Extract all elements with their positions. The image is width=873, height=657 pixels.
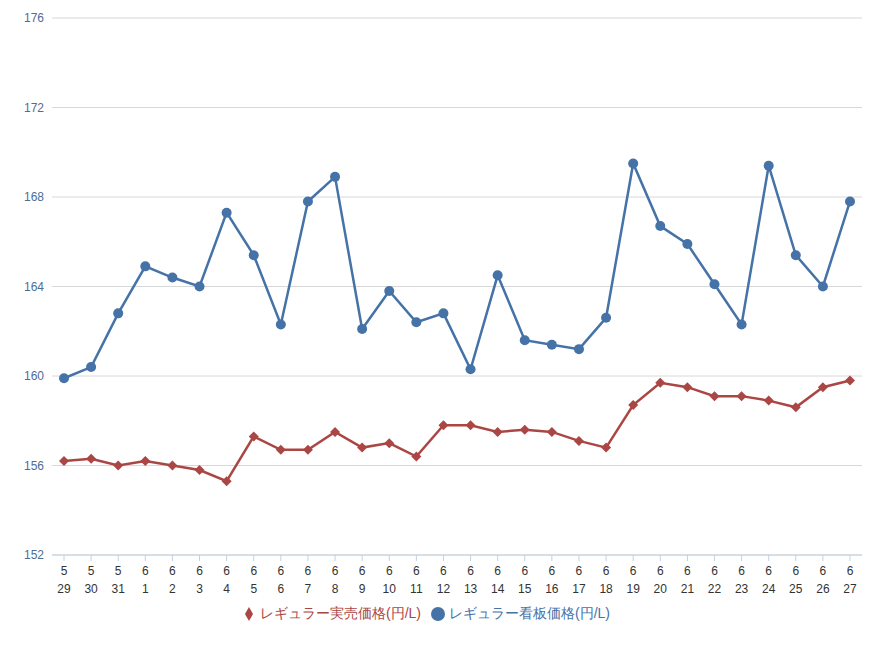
svg-text:17: 17 <box>572 582 586 596</box>
svg-text:152: 152 <box>24 548 44 562</box>
svg-text:6: 6 <box>169 564 176 578</box>
svg-text:24: 24 <box>762 582 776 596</box>
svg-text:6: 6 <box>250 564 257 578</box>
svg-text:31: 31 <box>112 582 126 596</box>
svg-text:12: 12 <box>437 582 451 596</box>
svg-text:19: 19 <box>626 582 640 596</box>
svg-text:5: 5 <box>61 564 68 578</box>
svg-text:29: 29 <box>57 582 71 596</box>
svg-text:6: 6 <box>142 564 149 578</box>
svg-text:27: 27 <box>843 582 857 596</box>
svg-text:22: 22 <box>708 582 722 596</box>
svg-text:6: 6 <box>305 564 312 578</box>
svg-text:6: 6 <box>521 564 528 578</box>
svg-text:13: 13 <box>464 582 478 596</box>
svg-text:6: 6 <box>332 564 339 578</box>
svg-text:16: 16 <box>545 582 559 596</box>
svg-text:26: 26 <box>816 582 830 596</box>
svg-text:6: 6 <box>277 564 284 578</box>
svg-text:6: 6 <box>847 564 854 578</box>
svg-text:2: 2 <box>169 582 176 596</box>
svg-text:168: 168 <box>24 190 44 204</box>
svg-text:7: 7 <box>305 582 312 596</box>
svg-text:10: 10 <box>383 582 397 596</box>
svg-text:6: 6 <box>359 564 366 578</box>
svg-text:5: 5 <box>115 564 122 578</box>
svg-text:14: 14 <box>491 582 505 596</box>
svg-text:6: 6 <box>630 564 637 578</box>
svg-text:20: 20 <box>654 582 668 596</box>
svg-text:6: 6 <box>549 564 556 578</box>
svg-text:6: 6 <box>792 564 799 578</box>
html-text:レギュラー看板価格(円/L): レギュラー看板価格(円/L) <box>449 605 610 621</box>
svg-text:176: 176 <box>24 11 44 25</box>
svg-text:6: 6 <box>223 564 230 578</box>
svg-text:6: 6 <box>386 564 393 578</box>
svg-text:25: 25 <box>789 582 803 596</box>
svg-text:11: 11 <box>410 582 423 596</box>
svg-text:6: 6 <box>738 564 745 578</box>
svg-text:4: 4 <box>223 582 230 596</box>
svg-text:6: 6 <box>413 564 420 578</box>
svg-text:5: 5 <box>88 564 95 578</box>
svg-text:6: 6 <box>467 564 474 578</box>
svg-text:6: 6 <box>684 564 691 578</box>
svg-text:15: 15 <box>518 582 532 596</box>
svg-text:18: 18 <box>599 582 613 596</box>
svg-text:8: 8 <box>332 582 339 596</box>
svg-text:172: 172 <box>24 101 44 115</box>
svg-text:6: 6 <box>711 564 718 578</box>
svg-text:6: 6 <box>494 564 501 578</box>
svg-text:21: 21 <box>681 582 695 596</box>
svg-text:6: 6 <box>196 564 203 578</box>
svg-text:6: 6 <box>440 564 447 578</box>
svg-text:1: 1 <box>142 582 149 596</box>
svg-text:164: 164 <box>24 280 44 294</box>
svg-text:3: 3 <box>196 582 203 596</box>
svg-text:6: 6 <box>765 564 772 578</box>
svg-text:5: 5 <box>250 582 257 596</box>
svg-text:160: 160 <box>24 369 44 383</box>
svg-text:23: 23 <box>735 582 749 596</box>
svg-text:9: 9 <box>359 582 366 596</box>
html-text:レギュラー実売価格(円/L): レギュラー実売価格(円/L) <box>260 605 421 621</box>
svg-text:6: 6 <box>576 564 583 578</box>
svg-text:30: 30 <box>84 582 98 596</box>
svg-text:6: 6 <box>657 564 664 578</box>
svg-text:6: 6 <box>820 564 827 578</box>
svg-text:6: 6 <box>603 564 610 578</box>
svg-text:6: 6 <box>277 582 284 596</box>
svg-text:156: 156 <box>24 459 44 473</box>
